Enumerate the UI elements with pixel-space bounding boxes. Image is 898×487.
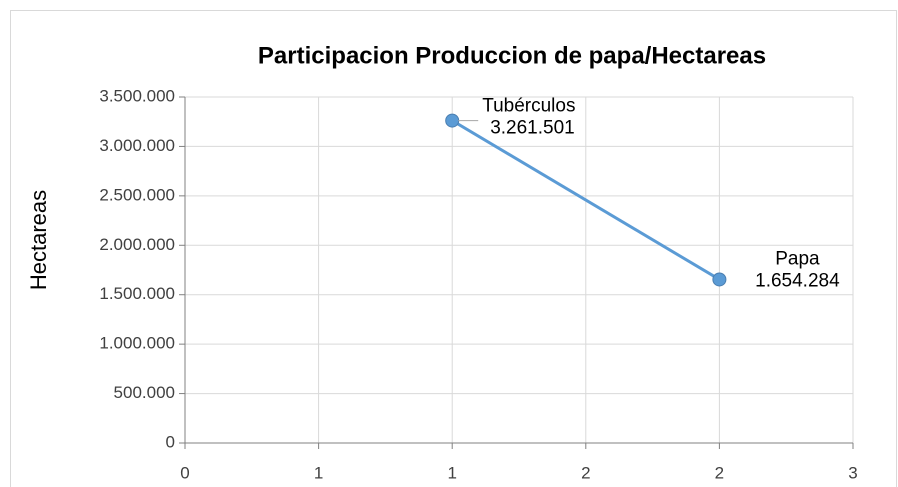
y-tick-label: 0 — [166, 432, 175, 451]
y-tick-label: 3.500.000 — [99, 86, 175, 105]
x-tick-label: 3 — [848, 463, 857, 482]
point-label: Papa — [775, 248, 820, 269]
point-label: Tubérculos — [482, 96, 575, 117]
x-tick-label: 2 — [581, 463, 590, 482]
y-tick-label: 1.500.000 — [99, 284, 175, 303]
value-label: 1.654.284 — [755, 270, 840, 291]
point — [445, 113, 460, 128]
y-tick-label: 3.000.000 — [99, 136, 175, 155]
x-tick-label: 2 — [715, 463, 724, 482]
y-tick-label: 500.000 — [114, 383, 175, 402]
y-tick-label: 2.500.000 — [99, 185, 175, 204]
chart-title: Participacion Produccion de papa/Hectare… — [258, 42, 766, 69]
x-tick-label: 1 — [314, 463, 323, 482]
point — [712, 272, 727, 287]
value-label: 3.261.501 — [490, 118, 575, 139]
x-tick-label: 1 — [447, 463, 456, 482]
chart-border — [10, 10, 897, 487]
series-line — [451, 119, 721, 281]
y-tick-label: 2.000.000 — [99, 235, 175, 254]
y-tick-label: 1.000.000 — [99, 334, 175, 353]
x-tick-label: 0 — [180, 463, 189, 482]
y-axis-label: Hectareas — [26, 190, 51, 290]
